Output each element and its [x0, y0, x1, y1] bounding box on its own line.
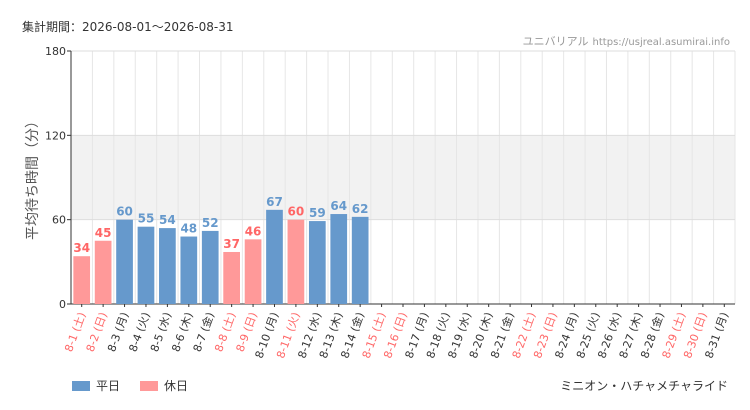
site-name: ユニバリアル [522, 35, 589, 48]
plot-band [71, 51, 735, 136]
y-tick-label: 60 [52, 214, 66, 227]
bar-8-14[interactable] [351, 216, 369, 304]
legend-swatch-holiday [140, 380, 159, 391]
bar-value-label: 59 [309, 206, 326, 220]
bar-8-5[interactable] [159, 228, 176, 304]
legend-item-holiday: 休日 [140, 377, 188, 394]
period-label: 集計期間：2026-08-01〜2026-08-31 [22, 20, 234, 34]
bar-value-label: 60 [116, 205, 133, 219]
attraction-name: ミニオン・ハチャメチャライド [560, 379, 728, 393]
bar-8-1[interactable] [73, 256, 91, 304]
bar-8-3[interactable] [116, 219, 133, 304]
bar-value-label: 55 [138, 212, 155, 226]
legend-swatch-weekday [72, 380, 90, 391]
bar-value-label: 37 [223, 237, 240, 251]
bar-8-6[interactable] [180, 236, 198, 304]
bar-value-label: 54 [159, 213, 176, 227]
site-credit[interactable]: ユニバリアル https://usjreal.asumirai.info [523, 33, 730, 49]
y-tick-label: 0 [59, 298, 66, 311]
bar-8-4[interactable] [137, 226, 155, 304]
bar-8-10[interactable] [266, 209, 283, 304]
bar-8-2[interactable] [94, 240, 112, 304]
legend-label-holiday: 休日 [164, 379, 189, 393]
y-tick-label: 180 [45, 45, 66, 58]
bar-value-label: 64 [330, 199, 347, 213]
bar-value-label: 67 [266, 195, 283, 209]
bar-value-label: 45 [95, 226, 112, 240]
bar-value-label: 52 [202, 216, 219, 230]
bar-value-label: 48 [180, 222, 197, 236]
bar-value-label: 62 [352, 202, 369, 216]
bar-value-label: 60 [288, 205, 305, 219]
legend-label-weekday: 平日 [96, 379, 121, 393]
y-axis-label: 平均待ち時間（分） [25, 114, 41, 240]
plot-band [71, 135, 735, 220]
bar-value-label: 46 [245, 224, 262, 238]
bar-value-label: 34 [73, 241, 90, 255]
y-tick-label: 120 [45, 129, 66, 142]
bar-8-8[interactable] [223, 251, 240, 304]
legend-item-weekday: 平日 [72, 377, 120, 394]
bar-8-12[interactable] [308, 221, 326, 304]
bar-8-11[interactable] [287, 219, 305, 304]
bar-8-7[interactable] [201, 230, 219, 304]
site-url: https://usjreal.asumirai.info [592, 37, 730, 48]
bar-8-9[interactable] [244, 239, 262, 304]
bar-8-13[interactable] [330, 214, 348, 304]
legend: 平日 休日 [72, 377, 208, 394]
